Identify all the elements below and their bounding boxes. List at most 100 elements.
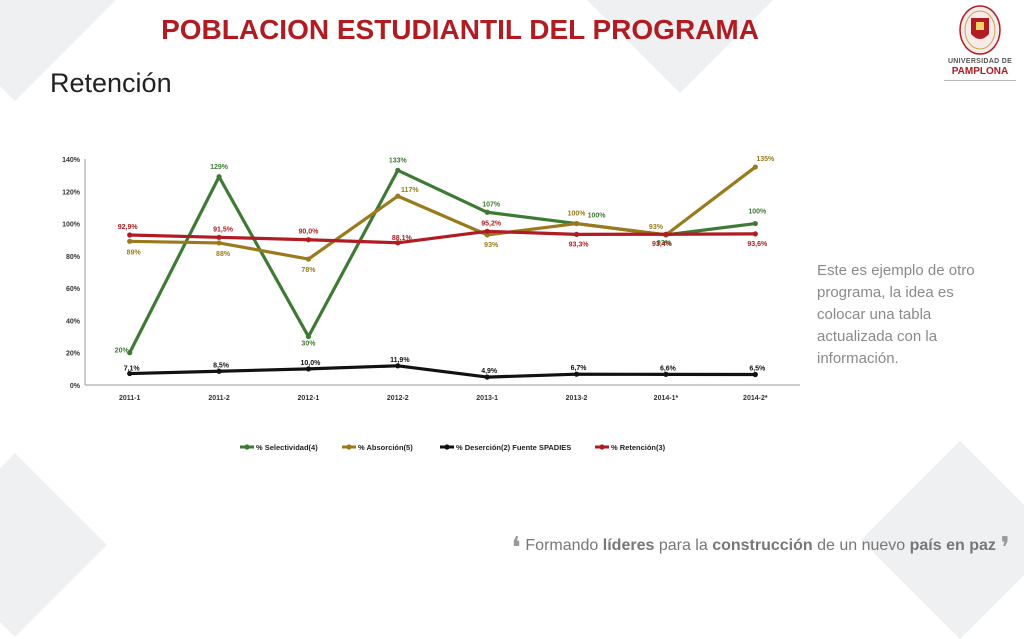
data-point	[216, 240, 222, 246]
legend-label: % Retención(3)	[611, 443, 666, 452]
data-label: 6,5%	[749, 366, 766, 373]
slide-title: POBLACION ESTUDIANTIL DEL PROGRAMA	[161, 14, 759, 45]
data-point	[127, 232, 133, 238]
slide-subtitle: Retención	[50, 68, 172, 98]
data-label: 91,5%	[213, 226, 234, 233]
series-line-3	[129, 364, 756, 379]
data-label: 93%	[657, 240, 672, 247]
footer-part1: Formando	[525, 537, 603, 554]
data-label: 100%	[588, 213, 607, 220]
logo-text-line1: UNIVERSIDAD DE	[947, 58, 1013, 65]
data-label: 92,9%	[118, 224, 139, 231]
close-quote-icon: ❜	[1000, 532, 1010, 565]
data-label: 20%	[115, 348, 130, 355]
data-point	[395, 193, 401, 199]
data-point	[305, 366, 312, 372]
data-point	[305, 256, 312, 262]
y-tick-label: 80%	[66, 254, 81, 261]
legend-label: % Absorción(5)	[358, 443, 413, 452]
data-point	[752, 231, 758, 237]
data-point	[216, 174, 222, 180]
data-point	[127, 350, 133, 356]
data-point	[752, 371, 758, 378]
data-point	[216, 368, 222, 374]
data-point	[663, 231, 669, 237]
data-label: 133%	[389, 157, 408, 164]
data-label: 7,1%	[124, 366, 141, 373]
data-label: 11,9%	[390, 357, 410, 364]
data-point	[395, 167, 401, 173]
data-label: 135%	[756, 156, 775, 163]
y-tick-label: 120%	[62, 189, 81, 196]
data-label: 93,3%	[569, 241, 590, 248]
legend-label: % Deserción(2) Fuente SPADIES	[456, 443, 571, 452]
data-point	[395, 363, 401, 369]
logo-divider	[944, 80, 1016, 81]
university-seal-icon	[959, 5, 1001, 55]
data-point	[305, 237, 312, 243]
footer-part2: líderes	[602, 537, 655, 554]
x-tick-label: 2013-1	[476, 395, 498, 402]
data-point	[573, 231, 580, 237]
data-label: 129%	[210, 164, 229, 171]
open-quote-icon: ❛	[511, 532, 521, 565]
x-tick-label: 2014-2*	[743, 395, 768, 402]
bg-decoration	[0, 453, 107, 637]
data-point	[752, 164, 758, 170]
x-tick-label: 2011-2	[208, 395, 230, 402]
legend-marker	[244, 444, 250, 450]
data-label: 117%	[401, 187, 419, 194]
footer-part3: para la	[654, 537, 713, 554]
data-point	[216, 234, 222, 240]
legend-marker	[599, 444, 605, 450]
data-label: 6,6%	[660, 365, 677, 372]
note-text: Este es ejemplo de otro programa, la ide…	[817, 262, 975, 367]
legend-marker	[444, 444, 450, 450]
x-tick-label: 2014-1*	[654, 395, 679, 402]
x-tick-label: 2012-1	[298, 395, 320, 402]
data-label: 93%	[649, 224, 664, 231]
data-label: 78%	[301, 267, 316, 274]
y-tick-label: 60%	[66, 286, 81, 293]
data-label: 4,9%	[481, 368, 498, 375]
data-label: 10,0%	[301, 360, 322, 367]
y-tick-label: 0%	[70, 383, 81, 390]
data-label: 93%	[484, 242, 499, 249]
data-point	[663, 371, 669, 377]
logo-text-line2: PAMPLONA	[951, 66, 1009, 77]
data-label: 90,0%	[299, 229, 320, 236]
series-line-4	[129, 229, 756, 245]
data-label: 107%	[482, 201, 501, 208]
y-tick-label: 100%	[62, 222, 81, 229]
data-point	[484, 228, 490, 234]
data-label: 6,7%	[571, 365, 588, 372]
footer-part4: construcción	[712, 537, 813, 554]
data-point	[395, 240, 401, 246]
footer-slogan: ❛ Formando líderes para la construcción …	[511, 531, 1010, 566]
data-point	[305, 333, 312, 340]
x-tick-label: 2011-1	[119, 395, 141, 402]
data-point	[752, 220, 758, 227]
chart-container: 0% 20% 40% 60% 80% 100% 120% 140% 2011-1 2011-2 20…	[55, 142, 813, 462]
data-point	[484, 209, 490, 215]
line-chart: 0% 20% 40% 60% 80% 100% 120% 140% 2011-1 2011-2 20…	[62, 156, 800, 452]
legend-label: % Selectividad(4)	[256, 443, 318, 452]
series-line-1	[128, 168, 756, 354]
y-tick-label: 140%	[62, 157, 81, 164]
y-tick-label: 20%	[66, 351, 81, 358]
data-point	[573, 371, 580, 377]
x-tick-label: 2013-2	[566, 395, 588, 402]
data-point	[127, 238, 133, 244]
data-label: 89%	[127, 249, 142, 256]
data-label: 88%	[216, 251, 231, 258]
legend-marker	[346, 444, 352, 450]
footer-part6: país en paz	[909, 537, 996, 554]
data-label: 100%	[568, 211, 587, 218]
data-label: 93,6%	[747, 241, 768, 248]
data-label: 95,2%	[481, 220, 502, 227]
x-tick-label: 2012-2	[387, 395, 409, 402]
data-label: 100%	[748, 209, 767, 216]
data-label: 30%	[301, 341, 316, 348]
data-point	[127, 370, 133, 377]
data-label: 93,4%	[652, 241, 673, 248]
